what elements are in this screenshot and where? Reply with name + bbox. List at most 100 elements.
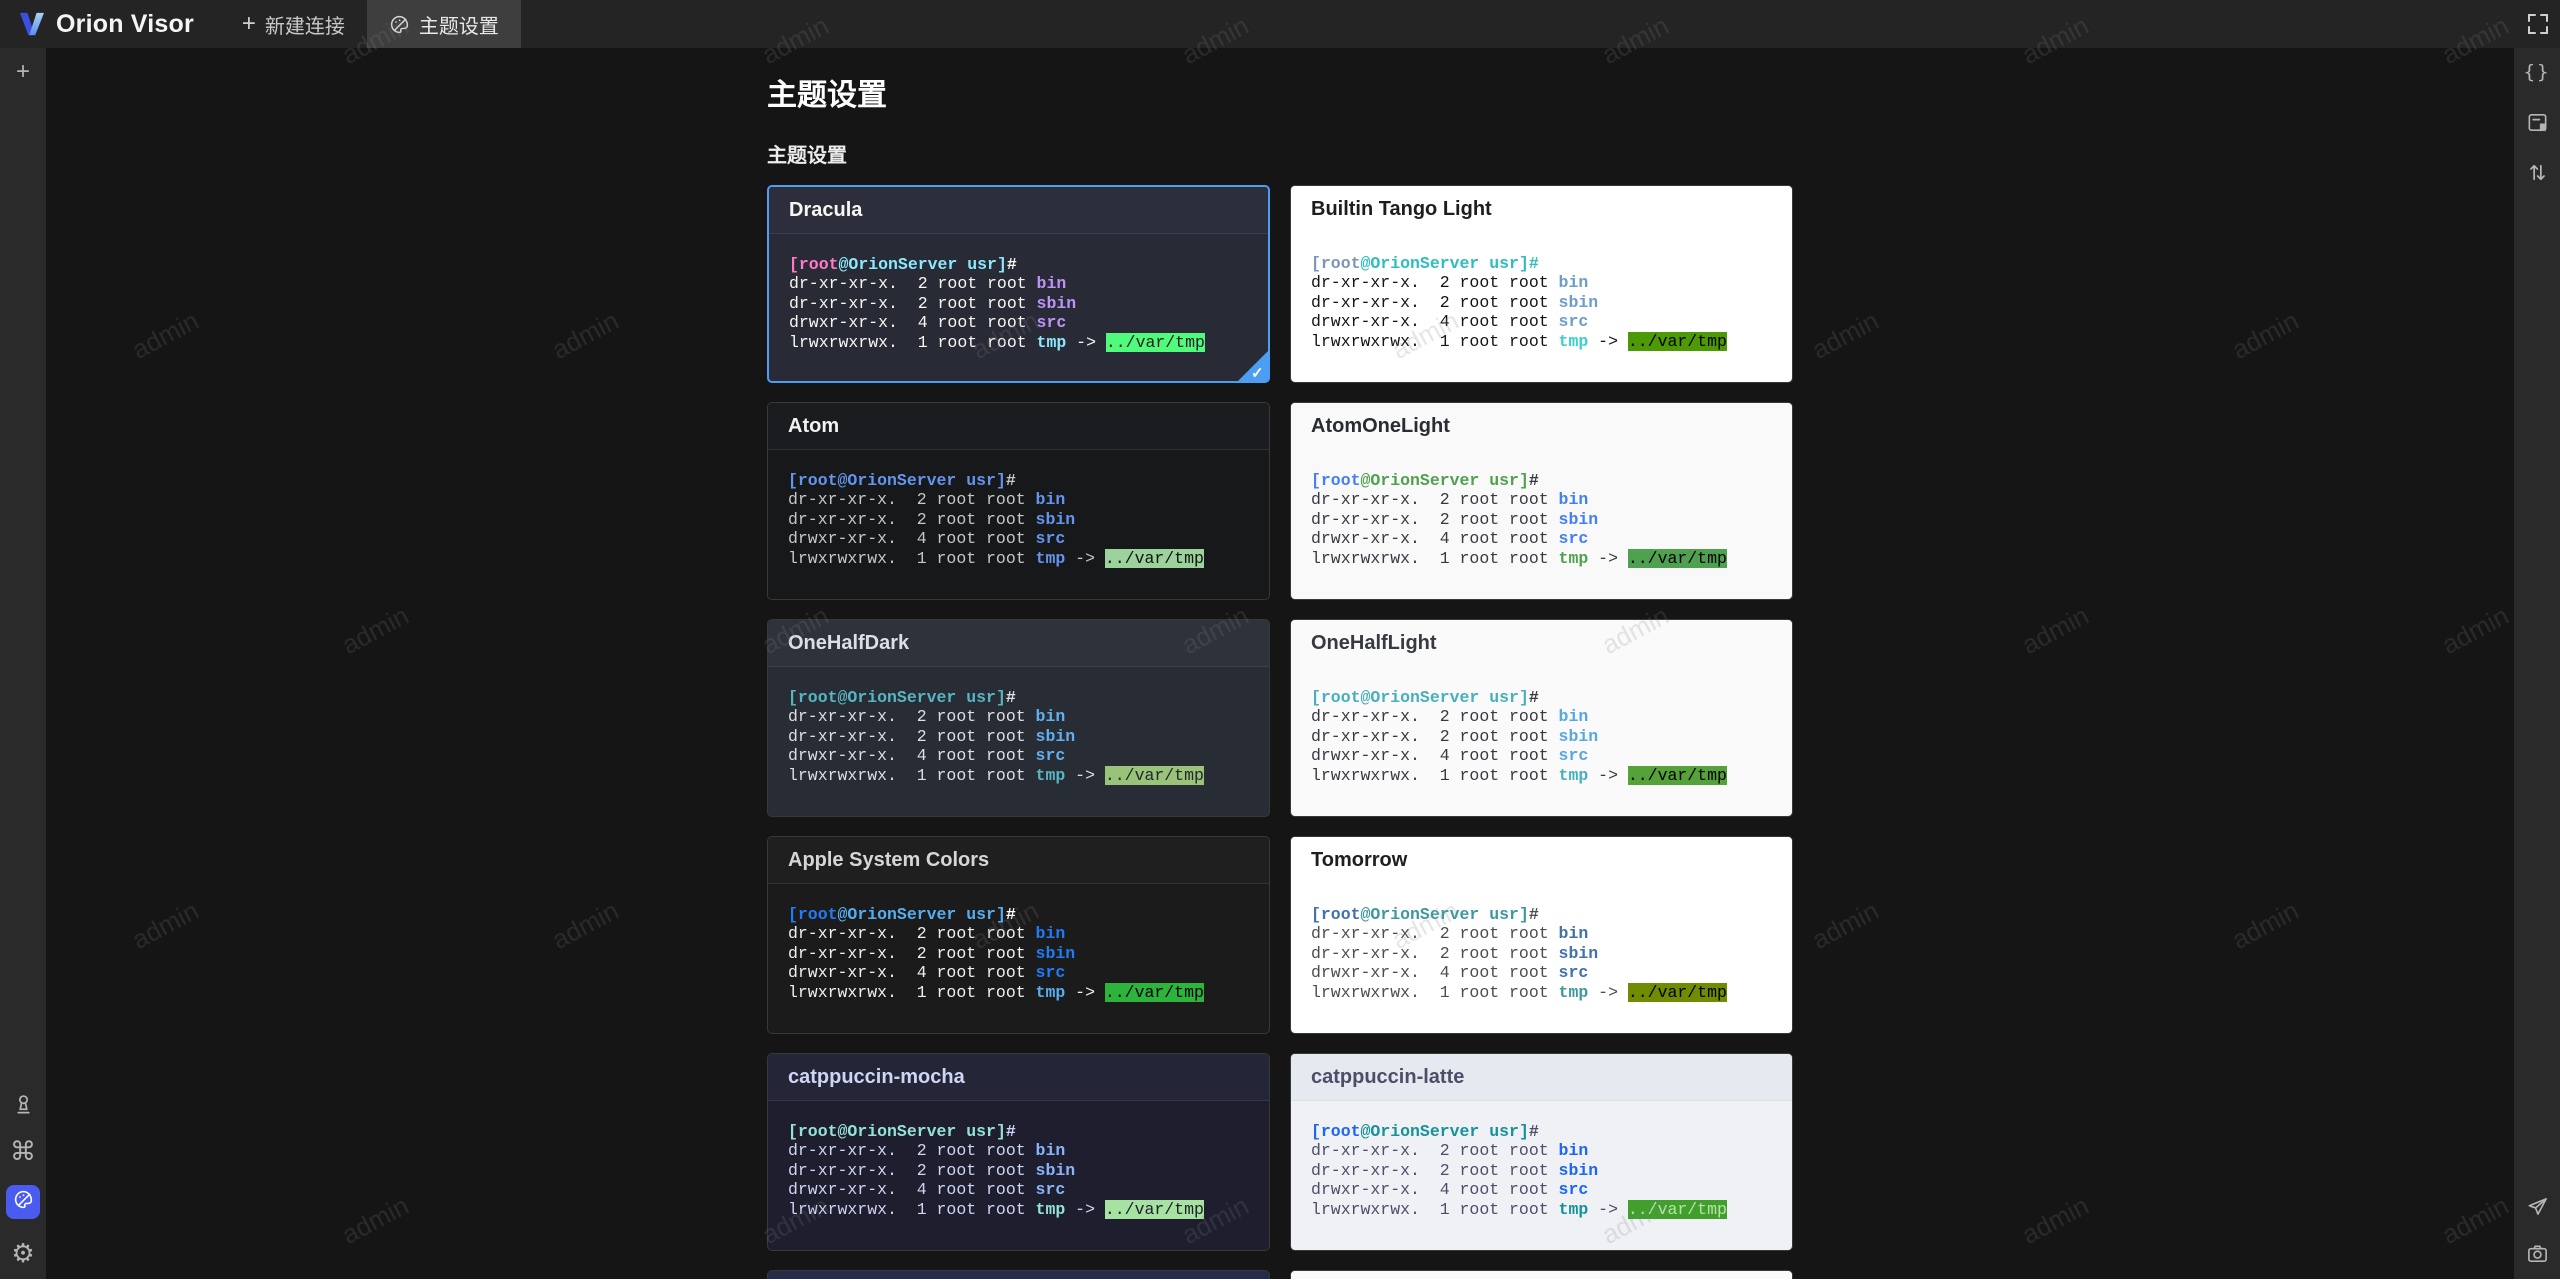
logo-v-icon <box>20 12 44 36</box>
terminal-token-user: [root <box>788 1122 838 1141</box>
terminal-list-line: dr-xr-xr-x. 2 root root bin <box>789 274 1067 294</box>
theme-card-header: OneHalfDark <box>768 620 1269 667</box>
terminal-token-tmp: tmp <box>1558 982 1589 1002</box>
terminal-token-hash: # <box>1005 1122 1016 1141</box>
gear-icon[interactable]: ⚙ <box>11 1238 35 1268</box>
theme-card-atom[interactable]: Atom [root@OrionServer usr]# dr-xr-xr-x. 2… <box>767 402 1270 600</box>
add-icon[interactable]: + <box>15 58 30 85</box>
terminal-preview: [root@OrionServer usr]# dr-xr-xr-x. 2 roo… <box>1291 1101 1792 1219</box>
selected-indicator: ✓ <box>1236 349 1268 382</box>
terminal-list-line: dr-xr-xr-x. 2 root root sbin <box>1311 292 1599 312</box>
palette-icon <box>389 14 410 35</box>
terminal-token-host: @OrionServer usr] <box>837 688 1006 707</box>
terminal-token-link: ../var/tmp <box>1104 982 1204 1002</box>
tab-theme-settings-label: 主题设置 <box>418 15 499 38</box>
terminal-token-dir: sbin <box>1558 292 1599 312</box>
terminal-token-link: ../var/tmp <box>1627 982 1727 1002</box>
terminal-preview: [root@OrionServer usr]# dr-xr-xr-x. 2 roo… <box>768 450 1269 568</box>
theme-card-partial-2[interactable] <box>1290 1270 1793 1279</box>
terminal-token-dir: src <box>1035 529 1066 549</box>
theme-card-atomonelight[interactable]: AtomOneLight [root@OrionServer usr]# dr-xr… <box>1290 402 1793 600</box>
theme-card-dracula[interactable]: Dracula [root@OrionServer usr]# dr-xr-xr-x… <box>767 185 1270 383</box>
terminal-token-user: [root <box>788 905 838 924</box>
terminal-preview: [root@OrionServer usr]# dr-xr-xr-x. 2 roo… <box>1291 450 1792 568</box>
terminal-token-dir: bin <box>1558 1141 1589 1161</box>
terminal-token-hash: # <box>1528 471 1539 490</box>
document-bookmark-icon[interactable] <box>2524 109 2550 135</box>
theme-card-header: Builtin Tango Light <box>1291 186 1792 233</box>
theme-card-builtin-tango-light[interactable]: Builtin Tango Light [root@OrionServer usr… <box>1290 185 1793 383</box>
terminal-token-link: ../var/tmp <box>1627 331 1727 351</box>
terminal-token-host: @OrionServer usr] <box>837 905 1006 924</box>
terminal-token-user: [root <box>1311 254 1361 273</box>
terminal-preview: [root@OrionServer usr]# dr-xr-xr-x. 2 roo… <box>768 667 1269 785</box>
terminal-token-dir: sbin <box>1558 726 1599 746</box>
terminal-link-line: lrwxrwxrwx. 1 root root tmp -> ../var/tm… <box>1311 765 1727 785</box>
theme-card-catppuccin-latte[interactable]: catppuccin-latte [root@OrionServer usr]# d… <box>1290 1053 1793 1251</box>
theme-card-tomorrow[interactable]: Tomorrow [root@OrionServer usr]# dr-xr-xr-… <box>1290 836 1793 1034</box>
theme-settings-nav-active[interactable] <box>6 1185 40 1219</box>
terminal-token-user: [root <box>1311 1122 1361 1141</box>
command-icon[interactable]: ⌘ <box>10 1136 36 1166</box>
terminal-prompt-line: [root@OrionServer usr]# <box>788 688 1255 707</box>
fullscreen-icon[interactable] <box>2526 12 2550 36</box>
terminal-token-hash: # <box>1005 688 1016 707</box>
theme-name: OneHalfLight <box>1311 631 1437 654</box>
camera-icon[interactable] <box>2524 1240 2550 1266</box>
theme-card-partial-1[interactable] <box>767 1270 1270 1279</box>
terminal-list-line: dr-xr-xr-x. 2 root root sbin <box>789 293 1077 313</box>
terminal-list-line: dr-xr-xr-x. 2 root root bin <box>788 1141 1066 1161</box>
theme-card-header: Apple System Colors <box>768 837 1269 884</box>
terminal-token-user: [root <box>788 688 838 707</box>
terminal-preview: [root@OrionServer usr]# dr-xr-xr-x. 2 roo… <box>768 1101 1269 1219</box>
terminal-link-line: lrwxrwxrwx. 1 root root tmp -> ../var/tm… <box>788 765 1204 785</box>
theme-card-header <box>1291 1271 1792 1279</box>
terminal-token-host: @OrionServer usr] <box>1360 688 1529 707</box>
terminal-token-dir: sbin <box>1558 943 1599 963</box>
terminal-link-line: lrwxrwxrwx. 1 root root tmp -> ../var/tm… <box>789 332 1205 352</box>
terminal-link-line: lrwxrwxrwx. 1 root root tmp -> ../var/tm… <box>1311 548 1727 568</box>
terminal-list-line: dr-xr-xr-x. 2 root root sbin <box>788 1160 1076 1180</box>
terminal-token-dir: src <box>1558 312 1589 332</box>
terminal-token-dir: sbin <box>1558 509 1599 529</box>
user-icon[interactable] <box>10 1091 36 1117</box>
terminal-token-tmp: tmp <box>1035 982 1066 1002</box>
terminal-token-dir: src <box>1035 963 1066 983</box>
terminal-token-dir: bin <box>1035 1141 1066 1161</box>
terminal-token-host: @OrionServer usr] <box>837 1122 1006 1141</box>
terminal-token-dir: sbin <box>1036 293 1077 313</box>
terminal-token-dir: src <box>1036 313 1067 333</box>
terminal-token-tmp: tmp <box>1036 332 1067 352</box>
braces-icon[interactable]: {} <box>2523 61 2551 83</box>
terminal-preview: [root@OrionServer usr]# dr-xr-xr-x. 2 roo… <box>1291 233 1792 351</box>
terminal-token-user: [root <box>1311 688 1361 707</box>
terminal-list-line: drwxr-xr-x. 4 root root src <box>788 1180 1066 1200</box>
theme-card-header: AtomOneLight <box>1291 403 1792 450</box>
terminal-token-tmp: tmp <box>1558 548 1589 568</box>
tab-theme-settings[interactable]: 主题设置 <box>366 0 521 48</box>
terminal-token-link: ../var/tmp <box>1627 1199 1727 1219</box>
terminal-prompt-line: [root@OrionServer usr]# <box>1311 471 1778 490</box>
sort-arrows-icon[interactable] <box>2524 159 2550 185</box>
terminal-token-hash: # <box>1528 254 1539 273</box>
theme-card-onehalfdark[interactable]: OneHalfDark [root@OrionServer usr]# dr-xr-… <box>767 619 1270 817</box>
terminal-preview: [root@OrionServer usr]# dr-xr-xr-x. 2 roo… <box>769 234 1268 352</box>
theme-name: Apple System Colors <box>788 848 990 871</box>
theme-card-onehalflight[interactable]: OneHalfLight [root@OrionServer usr]# dr-xr… <box>1290 619 1793 817</box>
terminal-token-dir: bin <box>1558 924 1589 944</box>
terminal-token-user: [root <box>788 471 838 490</box>
terminal-list-line: drwxr-xr-x. 4 root root src <box>788 746 1066 766</box>
terminal-list-line: dr-xr-xr-x. 2 root root bin <box>1311 490 1589 510</box>
terminal-link-line: lrwxrwxrwx. 1 root root tmp -> ../var/tm… <box>788 548 1204 568</box>
terminal-list-line: dr-xr-xr-x. 2 root root sbin <box>788 509 1076 529</box>
check-icon: ✓ <box>1251 365 1264 382</box>
tab-new-connection[interactable]: + 新建连接 <box>220 0 367 48</box>
theme-card-apple-system-colors[interactable]: Apple System Colors [root@OrionServer usr… <box>767 836 1270 1034</box>
paper-plane-icon[interactable] <box>2524 1193 2550 1219</box>
terminal-token-dir: bin <box>1558 707 1589 727</box>
theme-card-catppuccin-mocha[interactable]: catppuccin-mocha [root@OrionServer usr]# d… <box>767 1053 1270 1251</box>
plus-icon: + <box>241 10 256 37</box>
terminal-link-line: lrwxrwxrwx. 1 root root tmp -> ../var/tm… <box>788 1199 1204 1219</box>
terminal-token-dir: bin <box>1558 273 1589 293</box>
terminal-prompt-line: [root@OrionServer usr]# <box>788 1122 1255 1141</box>
